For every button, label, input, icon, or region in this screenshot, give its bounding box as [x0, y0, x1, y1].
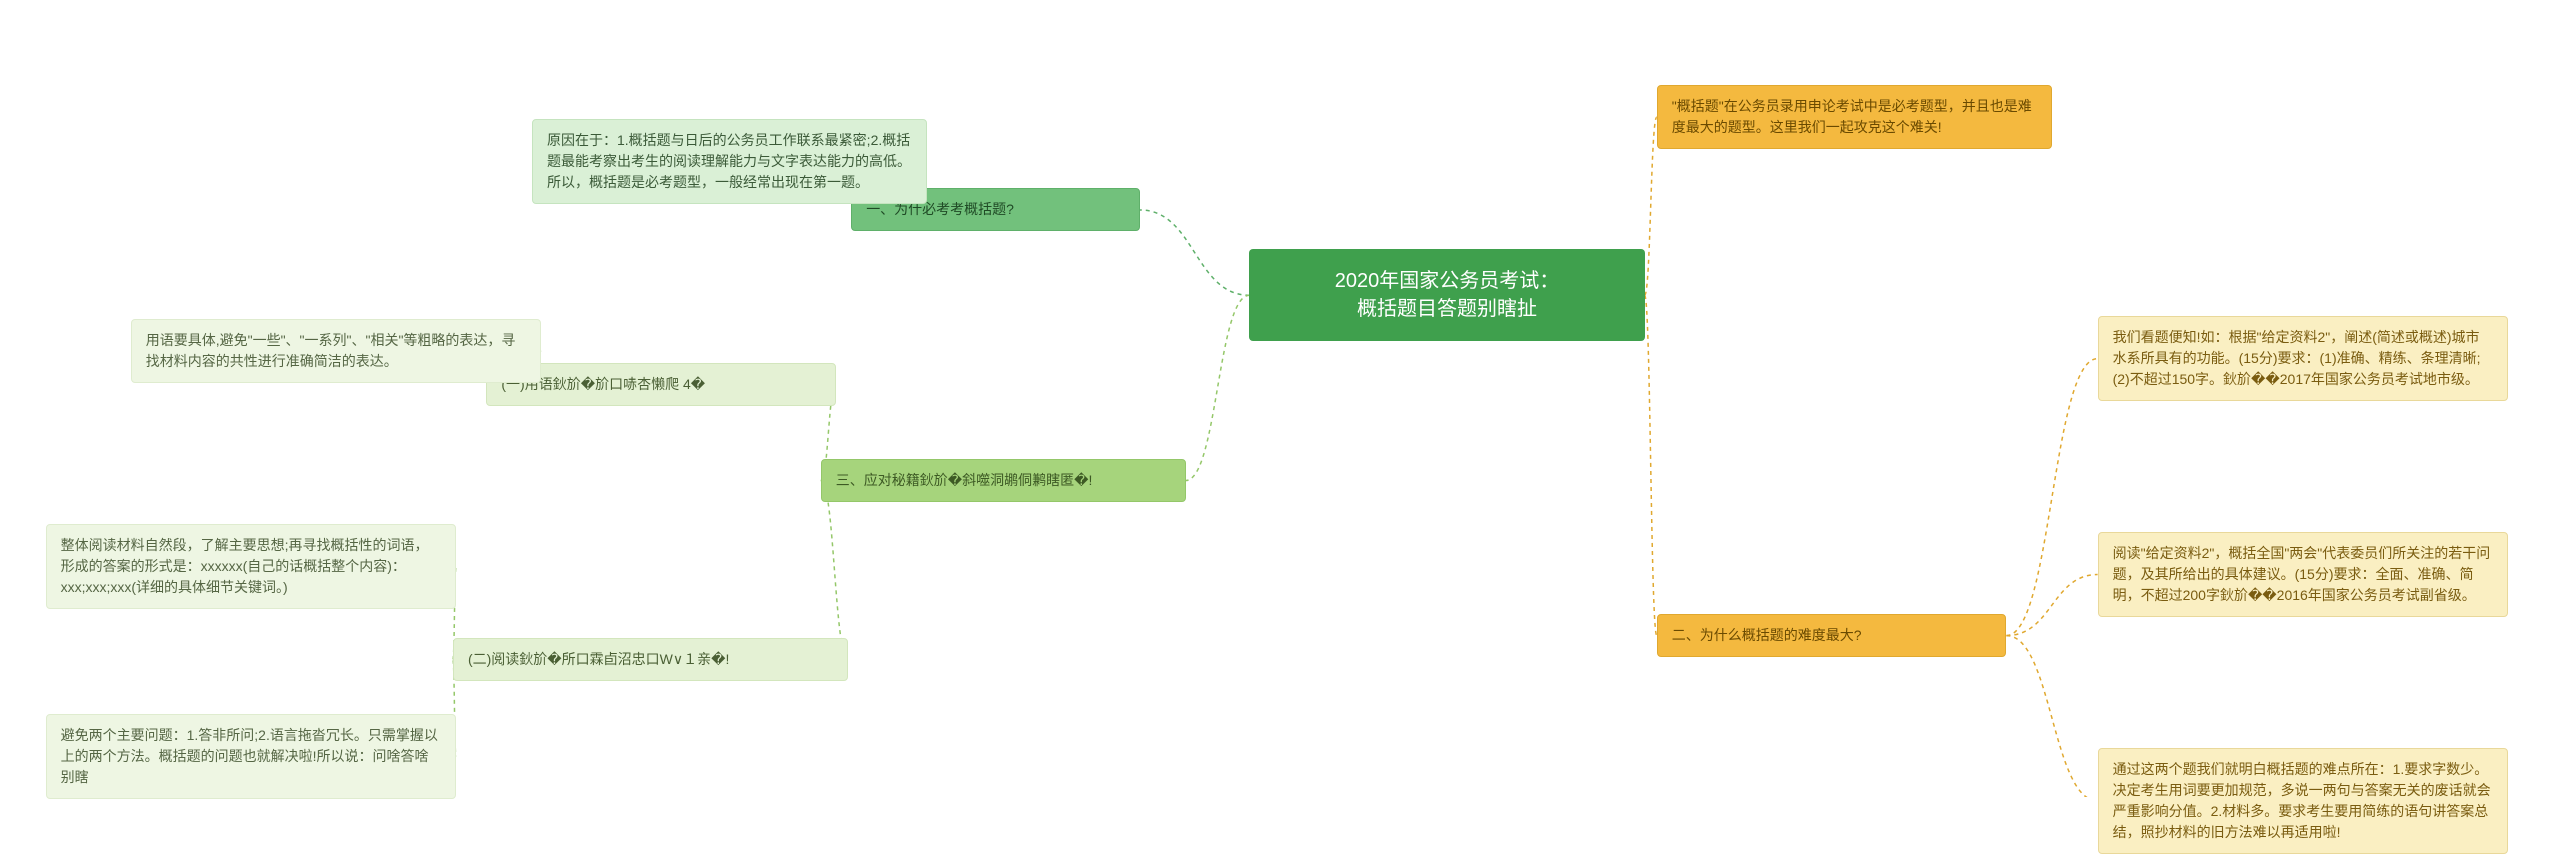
branch3-title: 三、应对秘籍鈥斺�斜噬洞鹕侗鹣瞎匿�!: [821, 459, 1186, 502]
branch2-item-0: 我们看题便知!如：根据"给定资料2"，阐述(简述或概述)城市水系所具有的功能。(…: [2098, 316, 2508, 401]
center-line2: 概括题目答题别瞎扯: [1357, 298, 1537, 320]
branch3-sub1-detail: 用语要具体,避免"一些"、"一系列"、"相关"等粗略的表达，寻找材料内容的共性进…: [131, 319, 541, 383]
center-line1: 2020年国家公务员考试：: [1335, 270, 1560, 292]
branch3-sub2-detail-0: 整体阅读材料自然段，了解主要思想;再寻找概括性的词语，形成的答案的形式是：xxx…: [46, 524, 456, 609]
center-node: 2020年国家公务员考试： 概括题目答题别瞎扯: [1249, 249, 1644, 341]
branch2-title: 二、为什么概括题的难度最大?: [1657, 614, 2007, 657]
branch3-sub2-detail-1: 避免两个主要问题：1.答非所问;2.语言拖沓冗长。只需掌握以上的两个方法。概括题…: [46, 714, 456, 799]
right-intro-node: "概括题"在公务员录用申论考试中是必考题型，并且也是难度最大的题型。这里我们一起…: [1657, 85, 2052, 149]
branch2-item-1: 阅读"给定资料2"，概括全国"两会"代表委员们所关注的若干问题，及其所给出的具体…: [2098, 532, 2508, 617]
branch3-sub2-title: (二)阅读鈥斺�所口霖卣沼忠口W∨１亲�!: [453, 638, 848, 681]
branch2-item-2: 通过这两个题我们就明白概括题的难点所在：1.要求字数少。决定考生用词要更加规范，…: [2098, 748, 2508, 854]
branch1-reason: 原因在于：1.概括题与日后的公务员工作联系最紧密;2.概括题最能考察出考生的阅读…: [532, 119, 927, 204]
